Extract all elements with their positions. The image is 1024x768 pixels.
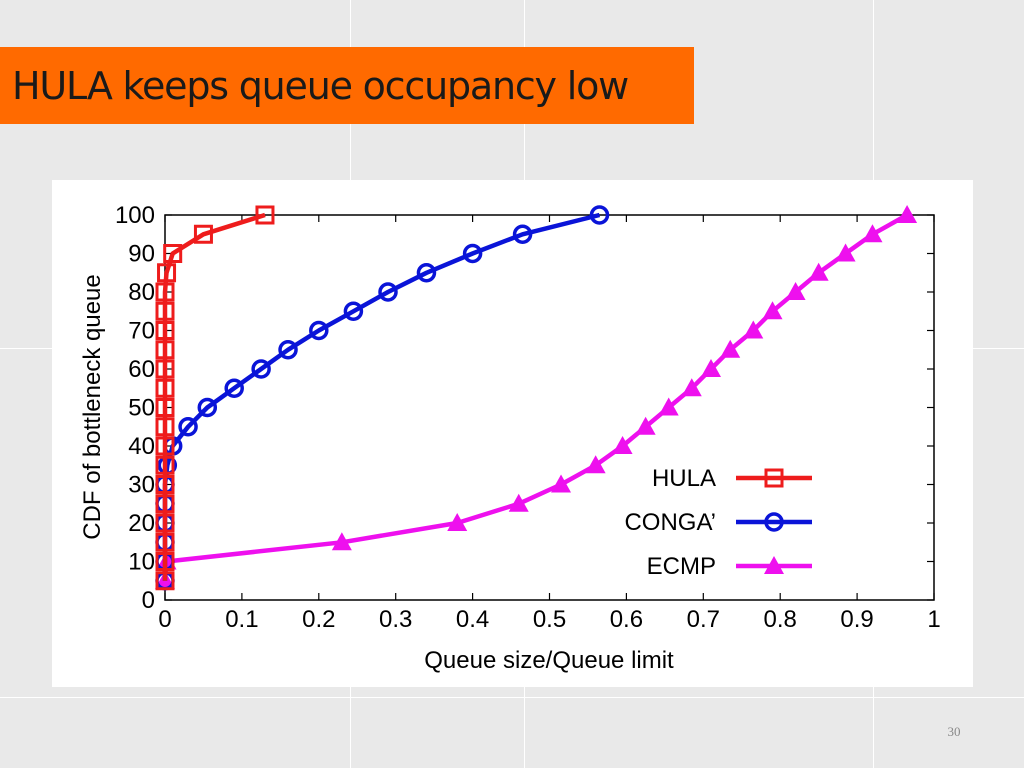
x-tick-label: 0.5: [533, 606, 566, 633]
data-point-conga: [512, 224, 533, 244]
x-tick-label: 0: [158, 606, 171, 633]
series-layer: [155, 205, 918, 591]
data-point-ecmp: [835, 243, 856, 262]
data-point-hula: [155, 282, 175, 302]
y-axis-ticks: 0 10 20 30 40 50 60 70 80 90 100: [115, 202, 934, 614]
data-point-conga: [309, 320, 329, 341]
series-ecmp: [155, 205, 918, 589]
series-hula: [155, 205, 275, 591]
data-point-ecmp: [808, 262, 829, 281]
chart-panel: 0 0.1 0.2 0.3 0.4 0.5 0.6 0.7 0.8 0.9 1 0 10 20 30 40 5…: [52, 180, 973, 687]
data-point-hula: [163, 244, 183, 263]
data-point-ecmp: [700, 359, 721, 377]
legend: HULA CONGA’ ECMP: [624, 465, 812, 580]
x-axis-label: Queue size/Queue limit: [424, 647, 674, 674]
data-point-conga: [278, 340, 298, 360]
data-point-hula: [155, 378, 175, 398]
series-line-conga: [162, 212, 601, 581]
data-point-conga: [378, 282, 398, 302]
x-tick-label: 0.1: [225, 606, 258, 633]
data-point-hula: [155, 417, 175, 437]
data-point-conga: [462, 243, 483, 264]
slide-title: HULA keeps queue occupancy low: [12, 63, 629, 108]
data-point-ecmp: [658, 397, 679, 416]
x-tick-label: 0.3: [379, 606, 412, 633]
data-point-ecmp: [681, 378, 702, 397]
x-tick-label: 0.6: [610, 606, 643, 633]
data-point-ecmp: [551, 474, 572, 493]
y-tick-label: 50: [128, 395, 155, 422]
data-point-hula: [155, 359, 175, 379]
data-point-hula: [155, 494, 175, 514]
slide-title-bar: HULA keeps queue occupancy low: [0, 47, 694, 124]
data-point-conga: [343, 301, 364, 321]
data-point-hula: [155, 398, 175, 417]
y-tick-label: 100: [115, 202, 155, 229]
data-point-ecmp: [862, 224, 883, 243]
legend-marker-ecmp: [764, 556, 784, 574]
data-point-ecmp: [447, 513, 468, 531]
data-point-ecmp: [762, 301, 783, 320]
series-line-hula: [162, 212, 266, 581]
data-point-hula: [155, 436, 175, 456]
data-point-conga: [589, 205, 610, 225]
data-point-ecmp: [635, 416, 656, 435]
legend-label-ecmp: ECMP: [647, 553, 716, 580]
background-grid-line: [0, 697, 1024, 698]
y-tick-label: 0: [142, 587, 155, 614]
data-point-ecmp: [585, 455, 606, 474]
series-conga: [155, 205, 610, 591]
y-tick-label: 40: [128, 433, 155, 460]
x-tick-label: 0.2: [302, 606, 335, 633]
y-tick-label: 70: [128, 318, 155, 345]
data-point-conga: [251, 359, 271, 379]
x-tick-label: 0.8: [764, 606, 797, 633]
legend-label-conga: CONGA’: [624, 509, 716, 536]
x-tick-label: 1: [927, 606, 940, 633]
data-point-ecmp: [743, 320, 764, 339]
data-point-ecmp: [897, 205, 918, 223]
data-point-hula: [155, 513, 175, 533]
y-axis-label: CDF of bottleneck queue: [79, 274, 106, 540]
data-point-hula: [155, 532, 175, 552]
data-point-hula: [255, 205, 275, 225]
x-axis-ticks: 0 0.1 0.2 0.3 0.4 0.5 0.6 0.7 0.8 0.9 1: [158, 215, 941, 633]
series-line-ecmp: [162, 213, 909, 581]
x-tick-label: 0.9: [840, 606, 873, 633]
data-point-conga: [178, 417, 198, 437]
data-point-ecmp: [785, 282, 806, 300]
data-point-hula: [155, 455, 175, 475]
data-point-hula: [155, 321, 175, 340]
data-point-ecmp: [331, 532, 352, 551]
y-tick-label: 30: [128, 472, 155, 499]
y-tick-label: 80: [128, 279, 155, 306]
legend-label-hula: HULA: [652, 465, 716, 492]
data-point-conga: [416, 263, 437, 283]
legend-marker-hula: [764, 468, 784, 488]
data-point-hula: [157, 263, 177, 283]
data-point-hula: [155, 571, 175, 591]
data-point-ecmp: [508, 493, 529, 512]
y-tick-label: 10: [128, 549, 155, 576]
x-tick-label: 0.4: [456, 606, 489, 633]
data-point-ecmp: [720, 339, 741, 358]
data-point-hula: [155, 475, 175, 494]
y-tick-label: 90: [128, 241, 155, 268]
y-tick-label: 20: [128, 510, 155, 537]
x-tick-label: 0.7: [687, 606, 720, 633]
data-point-hula: [193, 224, 213, 244]
data-point-conga: [197, 397, 218, 418]
legend-marker-conga: [764, 512, 784, 532]
data-point-conga: [224, 378, 244, 398]
data-point-hula: [155, 340, 175, 360]
data-point-hula: [155, 552, 175, 571]
data-point-hula: [155, 301, 175, 321]
cdf-line-chart: 0 0.1 0.2 0.3 0.4 0.5 0.6 0.7 0.8 0.9 1 0 10 20 30 40 5…: [79, 202, 941, 674]
data-point-ecmp: [612, 436, 633, 454]
slide-number: 30: [947, 724, 961, 739]
y-tick-label: 60: [128, 356, 155, 383]
